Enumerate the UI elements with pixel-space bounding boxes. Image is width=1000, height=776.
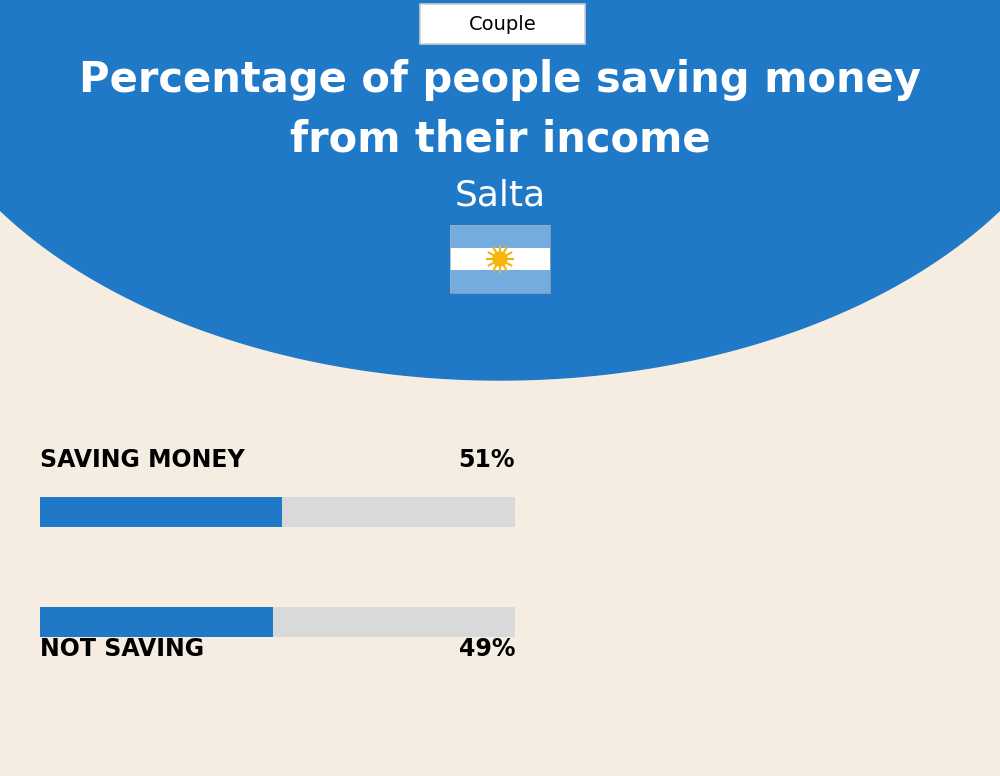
Text: 51%: 51%: [458, 448, 515, 472]
Text: from their income: from their income: [290, 119, 710, 161]
FancyBboxPatch shape: [40, 607, 273, 637]
FancyBboxPatch shape: [450, 248, 550, 270]
FancyBboxPatch shape: [450, 270, 550, 293]
FancyBboxPatch shape: [450, 225, 550, 248]
Circle shape: [493, 252, 507, 266]
Text: 49%: 49%: [458, 637, 515, 661]
Text: Couple: Couple: [469, 15, 536, 33]
FancyBboxPatch shape: [273, 607, 515, 637]
FancyBboxPatch shape: [282, 497, 515, 527]
Polygon shape: [0, 0, 1000, 380]
Text: Percentage of people saving money: Percentage of people saving money: [79, 59, 921, 101]
FancyBboxPatch shape: [40, 497, 282, 527]
FancyBboxPatch shape: [420, 4, 585, 44]
Text: SAVING MONEY: SAVING MONEY: [40, 448, 245, 472]
Text: Salta: Salta: [454, 178, 546, 212]
Text: NOT SAVING: NOT SAVING: [40, 637, 204, 661]
